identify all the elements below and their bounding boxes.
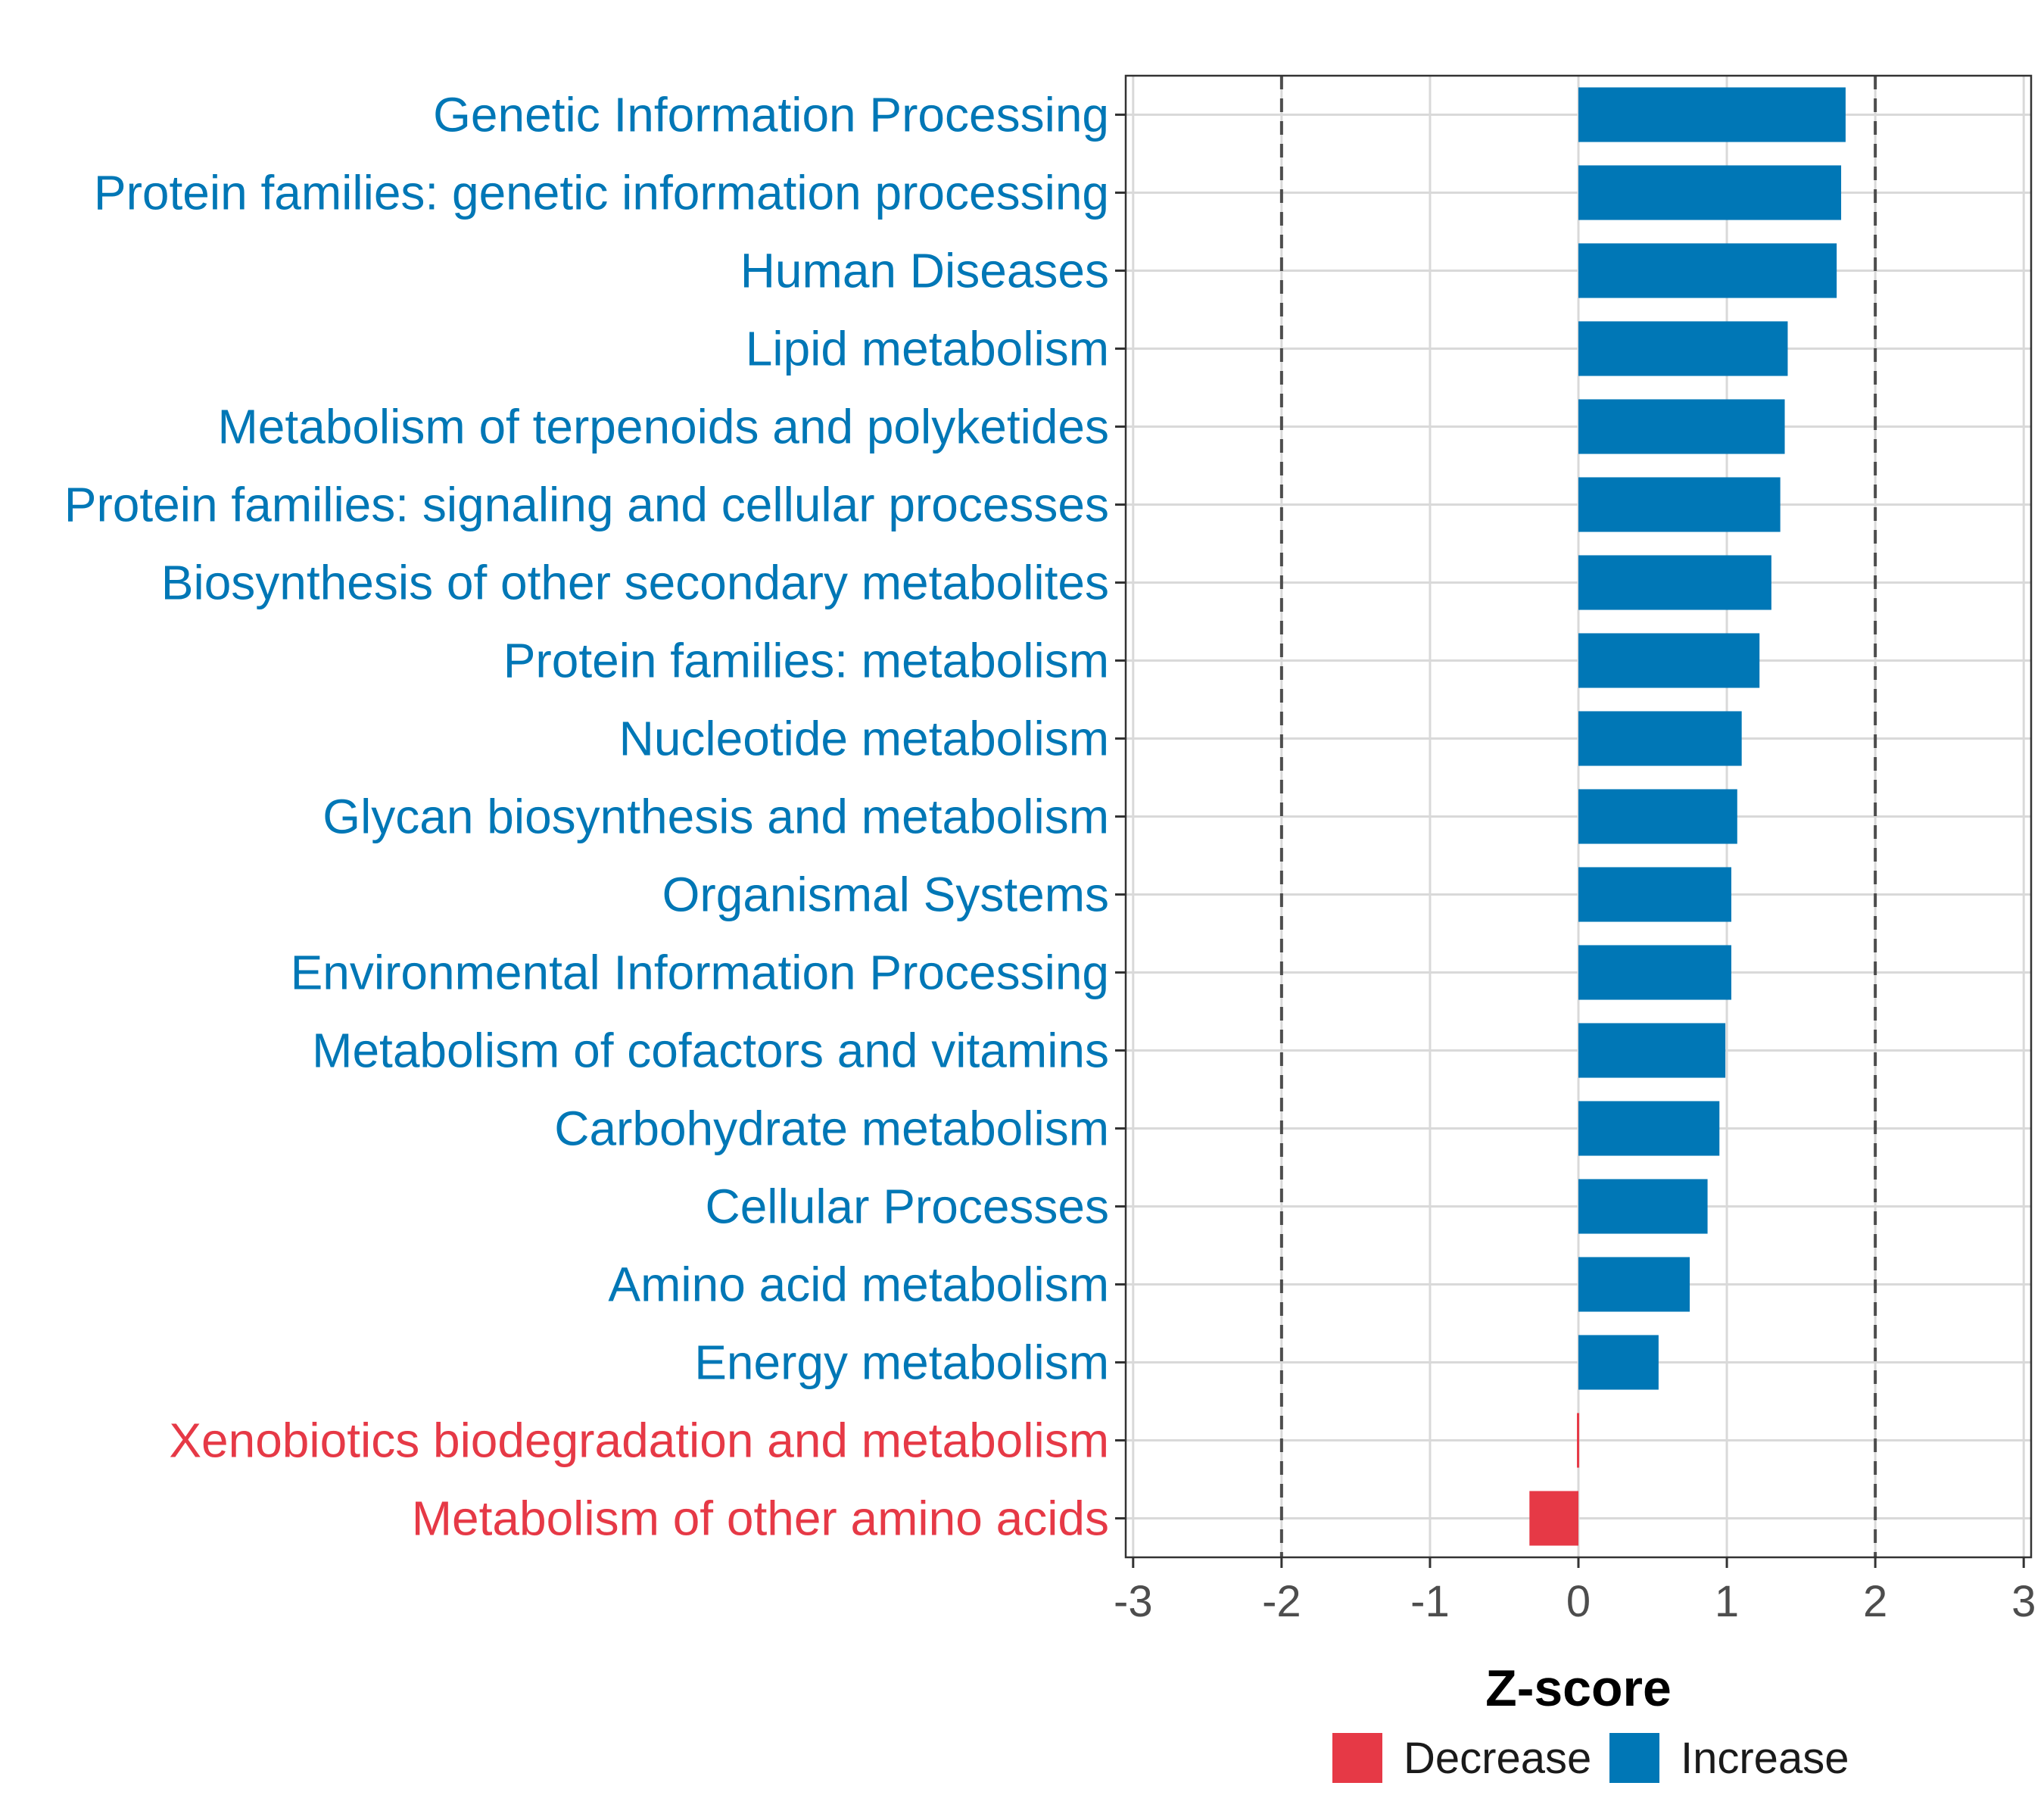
x-tick-label: 1 bbox=[1715, 1577, 1739, 1626]
legend-swatch bbox=[1609, 1733, 1659, 1783]
y-tick-label: Lipid metabolism bbox=[746, 322, 1109, 376]
bar bbox=[1578, 165, 1842, 220]
x-tick-label: 0 bbox=[1566, 1577, 1591, 1626]
y-tick-label: Nucleotide metabolism bbox=[619, 712, 1109, 766]
x-tick-label: 2 bbox=[1863, 1577, 1887, 1626]
bar bbox=[1578, 1101, 1720, 1156]
x-tick-label: -2 bbox=[1262, 1577, 1301, 1626]
bar bbox=[1578, 945, 1731, 1000]
y-tick-label: Carbohydrate metabolism bbox=[554, 1102, 1109, 1156]
bar bbox=[1578, 1179, 1708, 1234]
x-tick-label: 3 bbox=[2011, 1577, 2036, 1626]
bar bbox=[1578, 867, 1731, 922]
y-tick-label: Glycan biosynthesis and metabolism bbox=[322, 790, 1109, 844]
x-axis-title: Z-score bbox=[1485, 1660, 1672, 1717]
bar bbox=[1529, 1491, 1578, 1546]
y-tick-label: Cellular Processes bbox=[705, 1180, 1109, 1234]
legend-swatch bbox=[1332, 1733, 1382, 1783]
bar-layer bbox=[1529, 87, 1846, 1546]
y-tick-label: Protein families: signaling and cellular… bbox=[64, 478, 1109, 532]
y-tick-label: Human Diseases bbox=[740, 244, 1109, 298]
x-tick-label: -3 bbox=[1114, 1577, 1153, 1626]
y-axis: Genetic Information Processing Protein fa… bbox=[64, 88, 1126, 1546]
y-tick-label: Protein families: genetic information pr… bbox=[94, 166, 1109, 220]
bar bbox=[1578, 243, 1837, 298]
bar bbox=[1578, 477, 1781, 532]
bar bbox=[1578, 1257, 1690, 1312]
y-tick-label: Amino acid metabolism bbox=[608, 1258, 1109, 1312]
bar bbox=[1578, 789, 1737, 844]
y-tick-label: Environmental Information Processing bbox=[291, 946, 1109, 1000]
bar bbox=[1578, 633, 1760, 688]
y-tick-label: Metabolism of other amino acids bbox=[412, 1491, 1109, 1546]
legend-label: Increase bbox=[1681, 1734, 1849, 1783]
y-tick-label: Energy metabolism bbox=[694, 1335, 1109, 1390]
bar bbox=[1578, 555, 1771, 610]
y-tick-label: Metabolism of terpenoids and polyketides bbox=[217, 400, 1109, 454]
bar bbox=[1578, 87, 1846, 142]
bar bbox=[1578, 399, 1785, 454]
legend-label: Decrease bbox=[1404, 1734, 1591, 1783]
bar bbox=[1577, 1413, 1580, 1468]
y-tick-label: Biosynthesis of other secondary metaboli… bbox=[161, 556, 1109, 610]
reference-line-layer bbox=[1279, 76, 1877, 1557]
y-tick-label: Xenobiotics biodegradation and metabolis… bbox=[169, 1413, 1109, 1468]
bar bbox=[1578, 1335, 1659, 1390]
bar bbox=[1578, 711, 1742, 766]
legend: Decrease Increase bbox=[1332, 1733, 1849, 1783]
bar bbox=[1578, 1023, 1726, 1078]
y-tick-label: Genetic Information Processing bbox=[433, 88, 1109, 142]
y-tick-label: Metabolism of cofactors and vitamins bbox=[312, 1024, 1109, 1078]
bar bbox=[1578, 321, 1788, 376]
y-tick-label: Protein families: metabolism bbox=[503, 634, 1109, 688]
y-tick-label: Organismal Systems bbox=[662, 868, 1109, 922]
x-axis: -3 -2 -1 0 1 2 3 bbox=[1114, 1557, 2036, 1626]
x-tick-label: -1 bbox=[1410, 1577, 1450, 1626]
